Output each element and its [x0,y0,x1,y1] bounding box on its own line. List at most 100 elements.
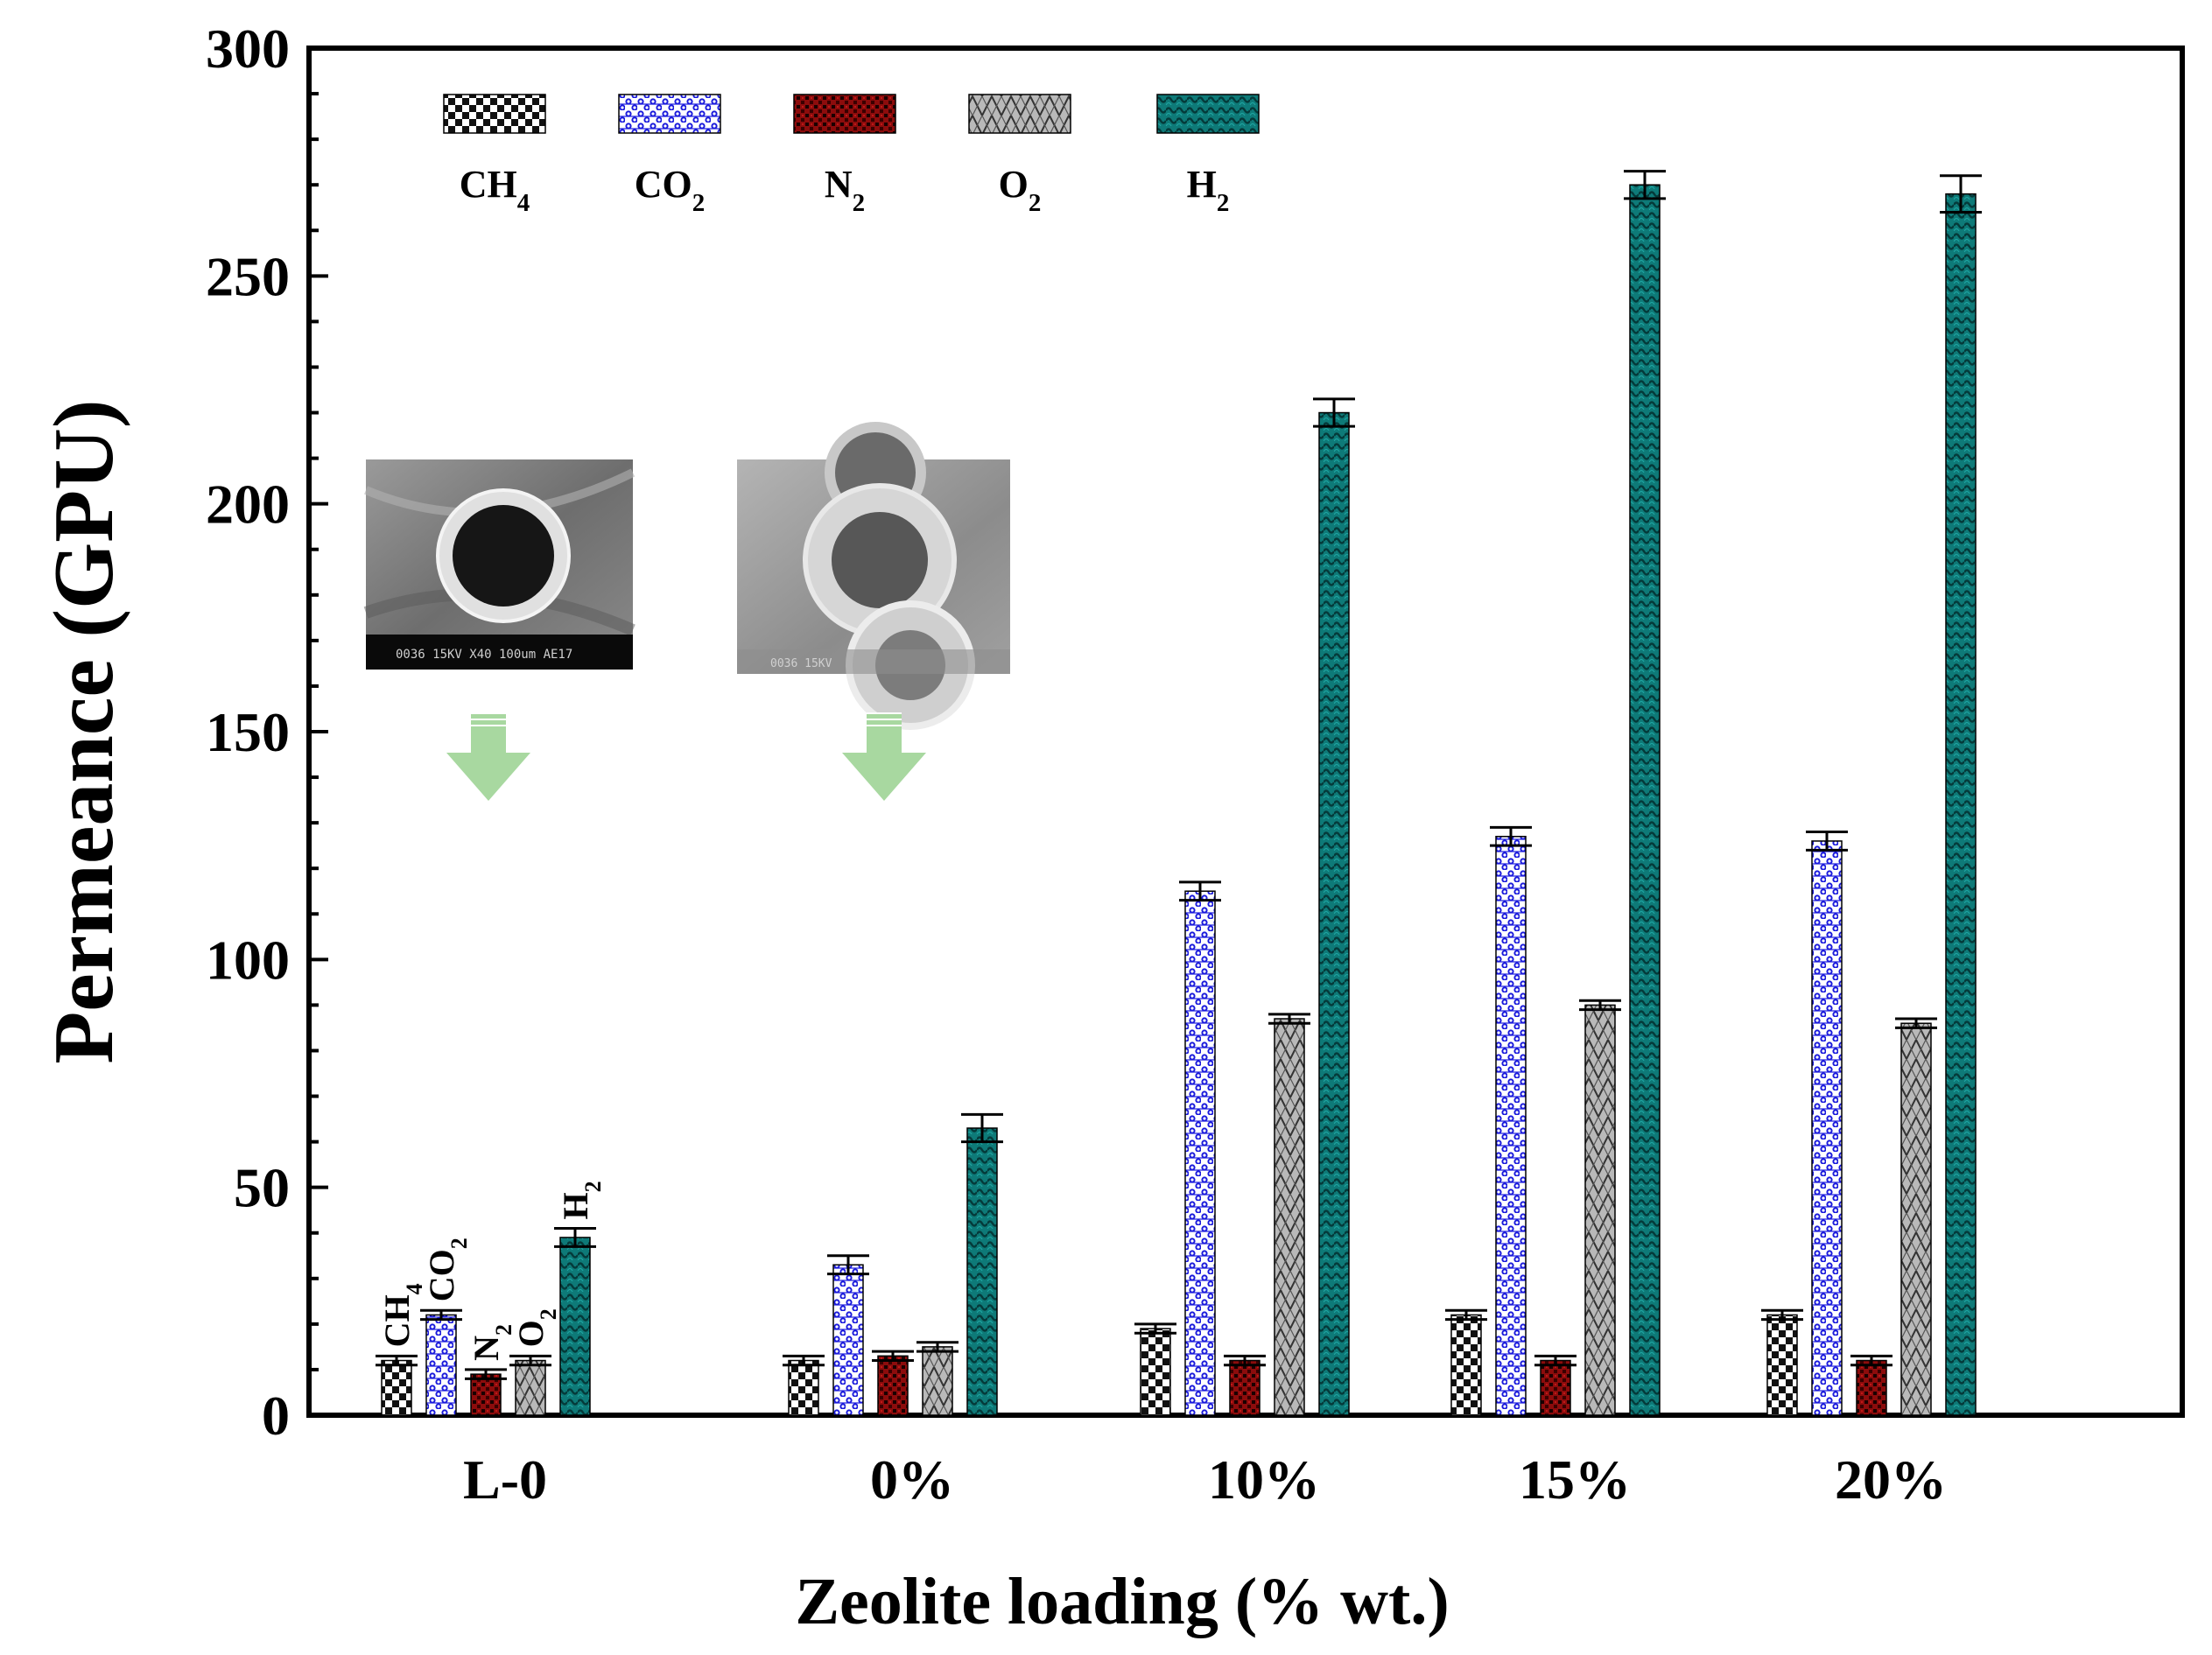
y-tick-label: 150 [206,701,290,763]
annotation-label-base: O [511,1320,551,1347]
annotation-n2: N2 [467,1324,516,1361]
x-tick-label: 15% [1519,1448,1631,1511]
bar-co2-0pct [832,1264,864,1416]
x-axis-title: Zeolite loading (% wt.) [795,1565,1449,1638]
annotation-label-base: CO [422,1249,461,1301]
annotation-label: CO2 [422,1238,472,1301]
legend-label-sub: 4 [517,189,530,217]
x-tick-label: 0% [870,1448,954,1511]
sem-image-l0: 0036 15KV X40 100um AE17 [363,459,636,670]
y-tick-label: 300 [206,18,290,80]
legend-label-base: O [999,163,1029,206]
bar-ch4-0pct [788,1359,819,1416]
down-arrow-icon [446,712,530,801]
error-bar [872,1350,914,1363]
legend-swatch [793,94,896,134]
bar-ch4-20pct [1766,1314,1798,1416]
legend-label-sub: 2 [1029,189,1042,217]
error-bar [1224,1354,1266,1367]
bar-h2-20pct [1945,193,1977,1416]
bar-n2-15pct [1540,1359,1571,1416]
bar-o2-15pct [1584,1004,1616,1416]
annotation-label: N2 [467,1324,516,1361]
legend-label-base: CO [635,163,692,206]
error-bar [554,1227,596,1248]
bar-h2-10pct [1318,411,1350,1416]
annotation-label-sub: 2 [491,1324,516,1336]
legend-label: H2 [1187,163,1230,217]
y-tick-label: 50 [234,1157,290,1219]
legend-item-ch4: CH4 [443,94,546,217]
annotation-label-base: CH [377,1294,417,1347]
y-tick-label: 100 [206,929,290,991]
annotation-ch4: CH4 [377,1283,427,1347]
legend-label: N2 [825,163,865,217]
annotation-label-sub: 4 [402,1283,427,1294]
annotation-label-sub: 2 [446,1238,472,1249]
sem-caption-1: 0036 15KV X40 100um AE17 [396,648,572,662]
bar-n2-20pct [1856,1359,1887,1416]
error-bar [1850,1354,1892,1367]
legend-label-sub: 2 [853,189,866,217]
annotation-label: H2 [556,1181,606,1219]
error-bar [1940,174,1982,214]
y-tick-label: 0 [262,1385,290,1447]
error-bar [1268,1013,1310,1025]
x-axis: L-0 0% 10% 15% 20% [463,1448,1947,1511]
y-tick-label: 250 [206,245,290,307]
error-bar [961,1112,1003,1144]
error-bar [1761,1308,1803,1322]
sem-image-mmm: 0036 15KV [737,422,1010,730]
annotation-co2: CO2 [422,1238,472,1301]
legend-label-base: H [1187,163,1217,206]
annotation-o2: O2 [511,1308,561,1347]
legend-label: O2 [999,163,1042,217]
legend-swatch [618,94,721,134]
bar-o2-0pct [922,1346,953,1416]
x-tick-label: L-0 [463,1448,547,1511]
bar-ch4-15pct [1450,1314,1482,1416]
legend-label-sub: 2 [1217,189,1230,217]
legend: CH4 CO2 N2 O2 H2 [443,94,1260,217]
error-bar [1134,1322,1176,1335]
legend-label: CO2 [635,163,706,217]
error-bar [1179,880,1221,902]
error-bar [1579,999,1621,1012]
error-bar [1895,1017,1937,1029]
legend-label-base: CH [460,163,517,206]
y-axis: 0 50 100 150 200 250 300 [206,18,328,1447]
bar-co2-l-0 [425,1314,457,1416]
annotation-label: O2 [511,1308,561,1347]
bars [376,170,1982,1416]
x-tick-label: 20% [1835,1448,1947,1511]
error-bar [783,1354,825,1367]
annotation-label: CH4 [377,1283,427,1347]
bar-h2-l-0 [559,1237,591,1416]
error-bar [1624,170,1666,200]
annotation-label-base: N [467,1336,506,1361]
error-bar [1806,831,1848,852]
sem-caption-2: 0036 15KV [770,657,832,670]
legend-label: CH4 [460,163,530,217]
error-bar [376,1354,418,1367]
legend-swatch [443,94,546,134]
annotation-label-sub: 2 [580,1181,606,1192]
legend-swatch [1156,94,1260,134]
error-bar [509,1354,551,1367]
legend-item-n2: N2 [793,94,896,217]
down-arrow-icon [842,712,926,801]
legend-item-h2: H2 [1156,94,1260,217]
legend-label-base: N [825,163,853,206]
x-tick-label: 10% [1208,1448,1320,1511]
legend-label-sub: 2 [692,189,706,217]
bar-co2-20pct [1811,840,1843,1416]
bar-h2-0pct [966,1127,998,1416]
error-bar [1445,1308,1487,1322]
error-bar [465,1368,507,1380]
bar-o2-l-0 [515,1359,546,1416]
error-bar [1313,397,1355,428]
annotation-h2: H2 [556,1181,606,1219]
bar-co2-15pct [1495,836,1527,1416]
